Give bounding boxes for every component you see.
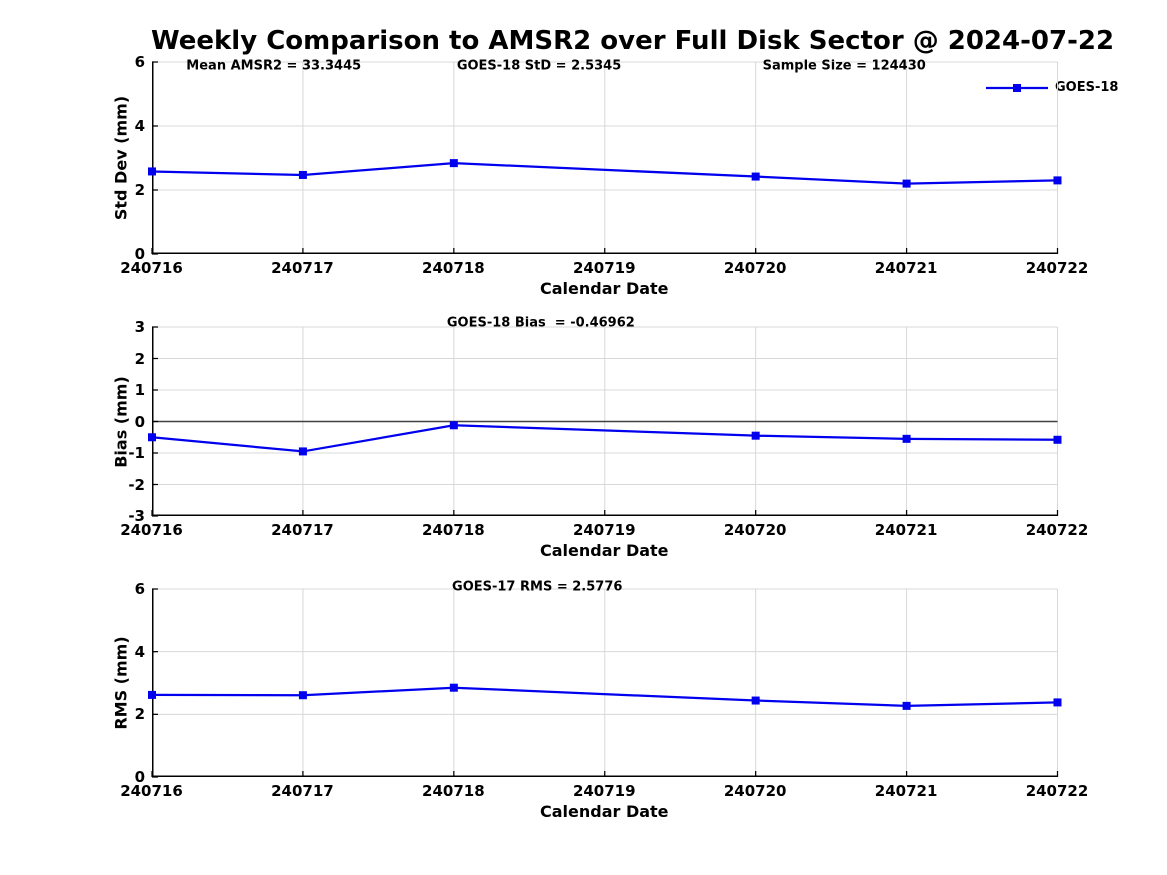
y-tick-label: 1 [134, 381, 145, 399]
legend-line-sample-icon [986, 84, 1048, 92]
x-tick-label: 240719 [572, 782, 636, 800]
x-tick-label: 240721 [874, 782, 938, 800]
figure-title: Weekly Comparison to AMSR2 over Full Dis… [151, 26, 1115, 56]
x-tick-label: 240719 [572, 259, 636, 277]
plot-area-rms [147, 588, 1061, 778]
data-point-marker [449, 683, 458, 692]
y-tick-label: -3 [128, 507, 145, 525]
y-axis-label: Bias (mm) [111, 375, 131, 468]
x-axis-label: Calendar Date [539, 279, 669, 298]
x-tick-label: 240716 [120, 259, 183, 277]
plot-area-bias [147, 326, 1061, 517]
data-point-marker [751, 431, 760, 440]
annotation-bias: GOES-18 Bias = -0.46962 [446, 315, 635, 331]
x-tick-label: 240721 [874, 259, 938, 277]
y-tick-label: 6 [134, 53, 145, 71]
x-tick-label: 240717 [271, 782, 334, 800]
x-axis-label: Calendar Date [539, 802, 669, 821]
x-tick-label: 240720 [723, 259, 787, 277]
x-tick-label: 240722 [1025, 259, 1089, 277]
series-line-GOES-18 [151, 686, 1058, 707]
data-point-marker [902, 701, 911, 710]
y-tick-label: 3 [134, 318, 145, 336]
y-tick-label: 6 [134, 580, 145, 598]
data-point-marker [147, 433, 156, 442]
x-tick-label: 240717 [271, 259, 334, 277]
data-point-marker [1053, 176, 1061, 185]
data-point-marker [147, 690, 156, 699]
y-tick-label: 2 [134, 349, 145, 368]
legend-label: GOES-18 [1055, 80, 1119, 95]
data-point-marker [902, 434, 911, 443]
x-axis-label: Calendar Date [539, 541, 669, 560]
x-tick-label: 240721 [874, 521, 938, 539]
data-point-marker [1053, 698, 1061, 707]
legend-series-marker [1013, 84, 1021, 92]
data-point-marker [751, 696, 760, 705]
data-point-marker [902, 179, 911, 188]
x-tick-label: 240717 [271, 521, 334, 539]
x-tick-label: 240722 [1025, 521, 1089, 539]
y-tick-label: -1 [128, 444, 145, 462]
series-line-GOES-18 [151, 161, 1058, 185]
data-point-marker [449, 421, 458, 430]
x-tick-label: 240720 [723, 521, 787, 539]
annotation-std-dev: Sample Size = 124430 [762, 58, 926, 74]
annotation-std-dev: Mean AMSR2 = 33.3445 [186, 58, 362, 74]
data-point-marker [147, 167, 156, 176]
y-tick-label: 0 [134, 768, 145, 786]
x-tick-label: 240716 [120, 782, 183, 800]
plot-area-std-dev [147, 61, 1061, 255]
y-tick-label: 2 [134, 705, 145, 724]
annotation-rms: GOES-17 RMS = 2.5776 [452, 579, 623, 595]
x-tick-label: 240719 [572, 521, 636, 539]
x-tick-label: 240716 [120, 521, 183, 539]
y-tick-label: 2 [134, 181, 145, 199]
series-line-GOES-18 [151, 424, 1058, 453]
data-point-marker [751, 172, 760, 181]
annotation-std-dev: GOES-18 StD = 2.5345 [456, 58, 622, 74]
x-tick-label: 240720 [723, 782, 787, 800]
y-tick-label: 4 [134, 117, 145, 135]
data-point-marker [298, 447, 307, 456]
x-tick-label: 240718 [422, 782, 485, 800]
data-point-marker [298, 170, 307, 179]
y-tick-label: 0 [134, 412, 145, 431]
y-tick-label: -2 [128, 475, 145, 494]
x-tick-label: 240718 [422, 521, 485, 539]
x-tick-label: 240722 [1025, 782, 1089, 800]
data-point-marker [1053, 435, 1061, 444]
y-axis-label: Std Dev (mm) [111, 95, 131, 221]
legend: GOES-18 [985, 80, 1118, 96]
y-axis-label: RMS (mm) [111, 636, 131, 730]
data-point-marker [449, 159, 458, 168]
x-tick-label: 240718 [422, 259, 485, 277]
y-tick-label: 0 [134, 245, 145, 263]
data-point-marker [298, 691, 307, 700]
y-tick-label: 4 [134, 642, 145, 661]
